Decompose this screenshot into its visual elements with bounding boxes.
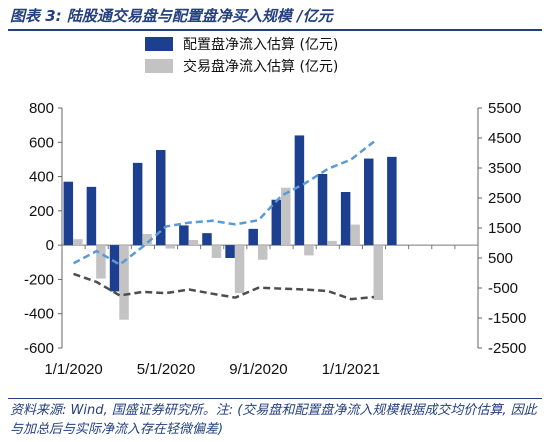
trading-bar	[73, 239, 83, 246]
source-note: 资料来源: Wind, 国盛证券研究所。注: (交易盘和配置盘净流入规模根据成交…	[10, 403, 537, 437]
allocation-bar	[86, 186, 97, 246]
allocation-bar	[317, 174, 328, 246]
legend-swatch-allocation	[145, 37, 173, 51]
y-right-tick-label: 3500	[488, 160, 521, 177]
cumulative-allocation-line	[72, 140, 375, 267]
trading-bar	[327, 240, 337, 246]
allocation-bar	[132, 162, 143, 246]
allocation-bar	[63, 181, 74, 246]
y-right-tick-label: 1500	[488, 220, 521, 237]
legend: 配置盘净流入估算 (亿元) 交易盘净流入估算 (亿元)	[145, 36, 338, 75]
y-right-tick-label: 500	[488, 250, 513, 267]
title-rule	[8, 29, 542, 31]
allocation-bar	[294, 135, 305, 246]
x-tick-label: 1/1/2021	[322, 361, 380, 378]
trading-bar	[350, 224, 360, 246]
trading-bar	[373, 245, 383, 300]
y-right-tick-label: 4500	[488, 130, 521, 147]
allocation-bar	[225, 245, 235, 258]
y-left-tick-label: -400	[24, 306, 54, 323]
trading-bar	[257, 245, 268, 260]
cumulative-trading-line	[73, 272, 375, 301]
trading-bar	[281, 187, 291, 246]
footer-rule	[8, 398, 542, 399]
allocation-bar	[271, 199, 282, 246]
axes-group: -600 -400 -200 0 200 400 600 800 -2500 -1500 -500 5…	[24, 100, 526, 378]
trading-bar	[119, 245, 129, 320]
y-left-tick-label: 200	[29, 203, 54, 220]
allocation-bar	[202, 233, 212, 246]
allocation-bar	[248, 228, 258, 246]
x-tick-label: 5/1/2020	[137, 361, 195, 378]
y-right-tick-label: -500	[488, 280, 518, 297]
trading-bar	[211, 245, 222, 258]
y-left-tick-label: -600	[24, 340, 54, 357]
y-right-tick-label: 5500	[488, 100, 521, 117]
y-left-tick-label: 0	[46, 237, 54, 254]
trading-bar	[304, 245, 314, 256]
figure-title: 图表 3: 陆股通交易盘与配置盘净买入规模 /亿元	[10, 7, 333, 25]
y-right-tick-label: -2500	[488, 340, 526, 357]
trading-bar	[234, 245, 245, 294]
allocation-bar	[109, 245, 120, 292]
trading-bar	[96, 245, 106, 279]
trading-bar	[188, 240, 199, 246]
allocation-bar	[156, 150, 166, 246]
legend-swatch-trading	[145, 59, 173, 73]
trading-bar	[165, 245, 175, 249]
lines-group	[72, 140, 375, 301]
bars-group	[63, 135, 397, 320]
allocation-bar	[179, 225, 189, 246]
y-left-tick-label: -200	[24, 271, 54, 288]
trading-bar	[142, 234, 152, 246]
allocation-bar	[364, 158, 374, 246]
y-left-tick-label: 600	[29, 134, 54, 151]
legend-label-allocation: 配置盘净流入估算 (亿元)	[183, 36, 338, 53]
chart-svg: -600 -400 -200 0 200 400 600 800 -2500 -1500 -500 5…	[24, 36, 526, 378]
x-tick-label: 9/1/2020	[229, 361, 287, 378]
x-tick-label: 1/1/2020	[44, 361, 102, 378]
y-left-tick-label: 400	[29, 169, 54, 186]
allocation-bar	[387, 156, 397, 246]
y-right-tick-label: 2500	[488, 190, 521, 207]
allocation-bar	[340, 192, 351, 246]
legend-label-trading: 交易盘净流入估算 (亿元)	[183, 58, 338, 75]
y-left-tick-label: 800	[29, 100, 54, 117]
y-right-tick-label: -1500	[488, 310, 526, 327]
